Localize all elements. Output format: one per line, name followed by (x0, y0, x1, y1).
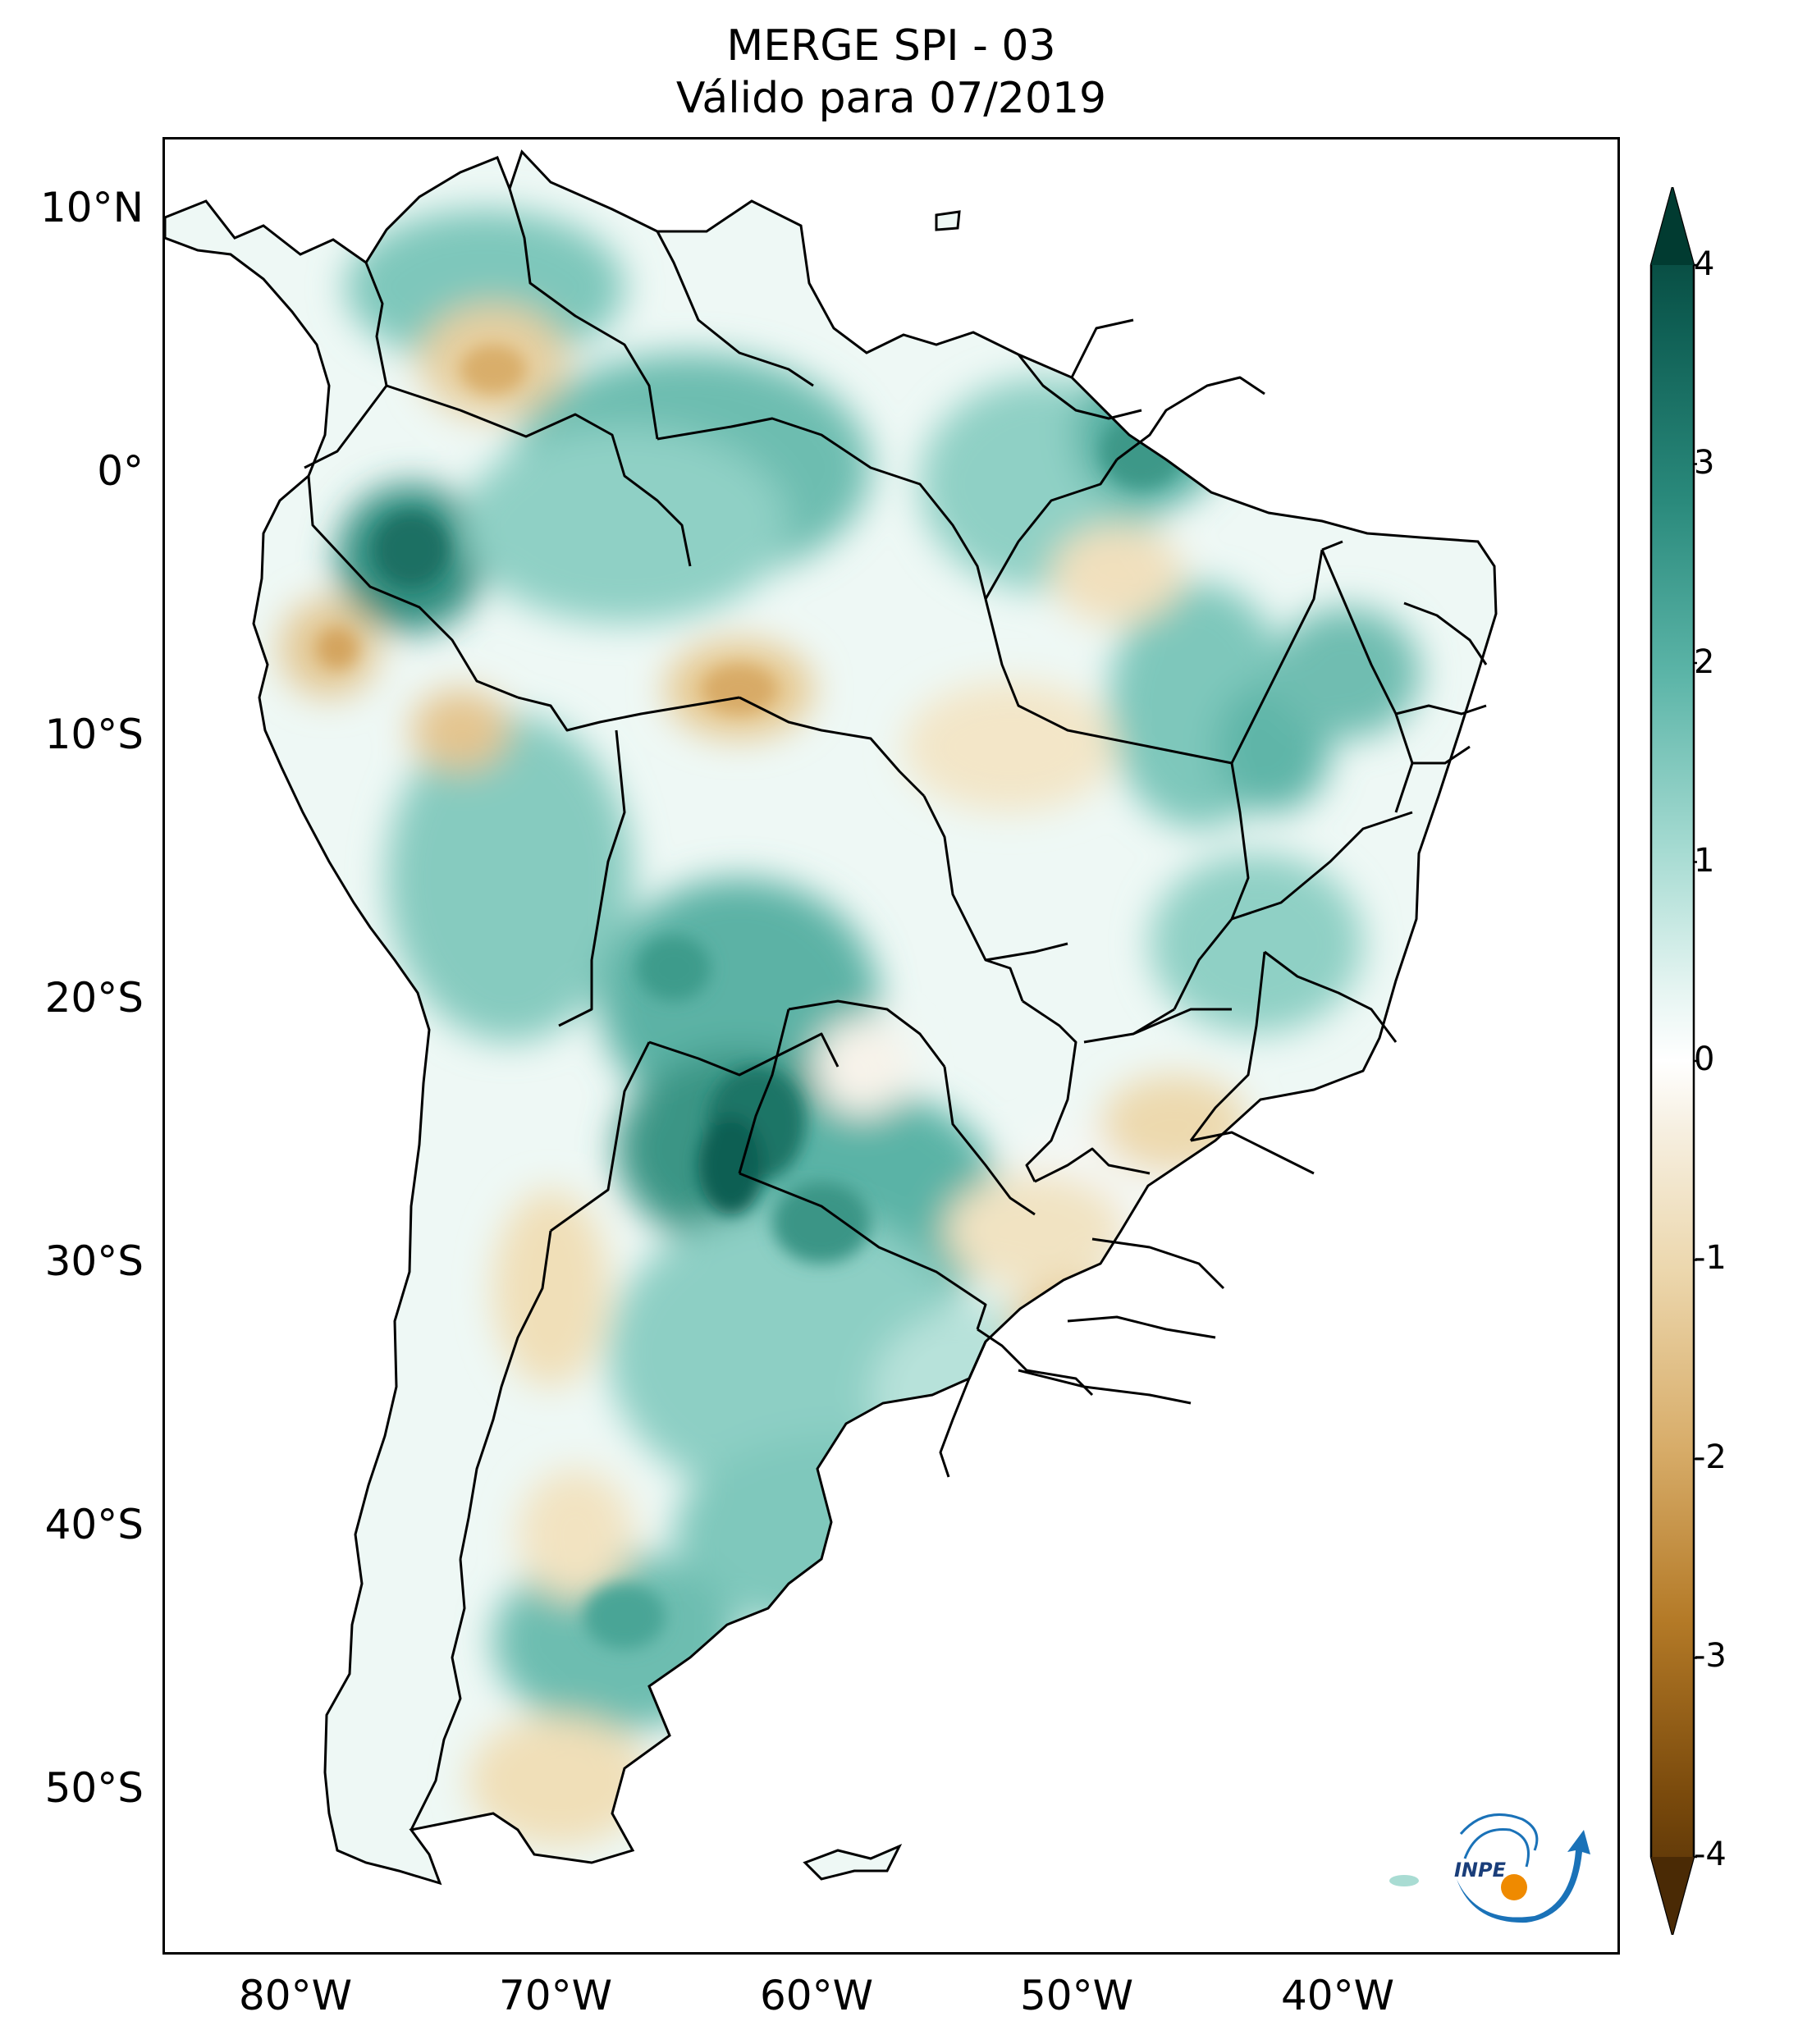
colorbar-lower-extend-arrow (1651, 1857, 1694, 1935)
lat-tick-label-40s: 40°S (44, 1501, 144, 1548)
lon-tick-label-40w: 40°W (1280, 1972, 1395, 2019)
lon-tick-label-50w: 50°W (1019, 1972, 1134, 2019)
trinidad-island (935, 210, 961, 231)
spi-map (165, 150, 1498, 1886)
lon-tick-label-80w: 80°W (238, 1972, 353, 2019)
inpe-logo-text: INPE (1454, 1859, 1507, 1882)
south-georgia-island (1389, 1875, 1419, 1886)
lat-tick-label-0: 0° (97, 447, 144, 495)
colorbar-tick-label: 3 (1694, 444, 1715, 482)
spi-field (280, 209, 1421, 1846)
lat-tick-label-10s: 10°S (44, 711, 144, 758)
colorbar-tick-label: 4 (1694, 245, 1715, 283)
map-frame (162, 137, 1620, 1955)
map-title: MERGE SPI - 03 (726, 21, 1056, 71)
colorbar-ticks (1694, 263, 1697, 1859)
colorbar (1649, 187, 1697, 1935)
colorbar-tick-label: 1 (1694, 842, 1715, 880)
lat-tick-label-30s: 30°S (44, 1237, 144, 1285)
colorbar-upper-extend-arrow (1651, 187, 1694, 265)
lat-tick-label-50s: 50°S (44, 1764, 144, 1812)
map-subtitle: Válido para 07/2019 (675, 74, 1107, 123)
colorbar-body (1649, 187, 1695, 1935)
falkland-islands (803, 1844, 903, 1881)
inpe-logo-icon: INPE (1454, 1813, 1590, 1923)
colorbar-tick-label: -2 (1694, 1438, 1727, 1476)
lon-tick-label-70w: 70°W (498, 1972, 613, 2019)
colorbar-tick-label: 2 (1694, 643, 1715, 681)
lat-tick-label-20s: 20°S (44, 974, 144, 1022)
colorbar-tick-label: -1 (1694, 1239, 1727, 1277)
lat-tick-label-10n: 10°N (39, 184, 144, 231)
colorbar-tick-label: 0 (1694, 1040, 1715, 1078)
political-borders (304, 188, 1488, 1831)
colorbar-tick-label: -3 (1694, 1637, 1727, 1675)
lon-tick-label-60w: 60°W (759, 1972, 874, 2019)
colorbar-tick-label: -4 (1694, 1836, 1727, 1873)
